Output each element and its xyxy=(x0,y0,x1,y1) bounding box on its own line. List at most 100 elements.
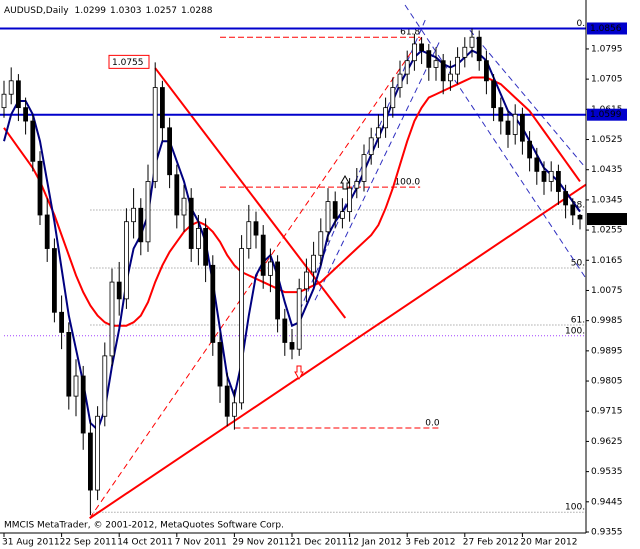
candle-body xyxy=(210,264,216,343)
candle-body xyxy=(541,170,547,182)
candle-body xyxy=(397,73,403,88)
chart-header: AUDUSD,Daily 1.0299 1.0303 1.0257 1.0288 xyxy=(4,6,213,16)
candle-body xyxy=(282,318,288,343)
candle-body xyxy=(491,80,497,109)
candle-body xyxy=(419,43,425,52)
candle-body xyxy=(325,201,331,233)
candle-body xyxy=(339,211,345,219)
y-tick-label: 0.9895 xyxy=(591,346,623,356)
candle-body xyxy=(37,160,43,216)
y-tick-label: 0.9715 xyxy=(591,407,623,417)
y-tick-label: 1.0435 xyxy=(591,165,623,175)
candle-body xyxy=(15,80,21,109)
candle-body xyxy=(426,50,432,68)
footer: MMCIS MetaTrader, © 2001-2012, MetaQuote… xyxy=(4,521,284,531)
candle-body xyxy=(361,154,367,182)
candle-body xyxy=(253,221,259,236)
candle-body xyxy=(73,375,79,397)
trend-line xyxy=(469,29,586,170)
candle-body xyxy=(383,107,389,129)
y-tick-label: 1.0165 xyxy=(591,256,623,266)
candle-body xyxy=(455,56,461,75)
fib-label: 50.0 xyxy=(571,258,591,268)
symbol: AUDUSD,Daily xyxy=(4,6,69,16)
candle-body xyxy=(167,127,173,176)
candle-body xyxy=(1,93,7,109)
callout-label: 1.0755 xyxy=(112,58,144,68)
candle-body xyxy=(239,248,245,404)
candle-body xyxy=(30,120,36,162)
y-tick-label: 1.0345 xyxy=(591,195,623,205)
header-open: 1.0299 xyxy=(75,6,107,16)
candle-body xyxy=(375,127,381,139)
candle-body xyxy=(102,355,108,417)
candle-body xyxy=(563,191,568,206)
candle-body xyxy=(23,107,29,122)
candle-body xyxy=(116,281,122,300)
candle-body xyxy=(462,46,468,58)
x-tick-label: 7 Nov 2011 xyxy=(175,538,227,548)
x-tick-label: 20 Mar 2012 xyxy=(520,538,577,548)
candle-body xyxy=(159,87,165,129)
x-tick-label: 27 Feb 2012 xyxy=(463,538,519,548)
y-tick-label: 0.9805 xyxy=(591,377,623,387)
y-tick-label: 1.0255 xyxy=(591,226,623,236)
candle-body xyxy=(505,120,511,135)
candle-body xyxy=(483,60,489,82)
price-tag xyxy=(587,108,627,121)
candle-body xyxy=(267,261,273,276)
candle-body xyxy=(95,415,100,491)
fib-label: 100.0 xyxy=(565,326,591,336)
candle-body xyxy=(174,174,180,216)
candle-body xyxy=(347,187,353,213)
candle-body xyxy=(80,375,86,434)
x-tick-label: 12 Jan 2012 xyxy=(348,538,402,548)
price-tag-label: 1.0856 xyxy=(590,24,622,34)
fib-label: 61.8 xyxy=(400,28,420,38)
axes: 1.07951.07051.06151.05251.04351.03451.02… xyxy=(2,22,627,548)
candle-body xyxy=(404,60,410,75)
candle-body xyxy=(318,231,324,256)
candle-body xyxy=(246,221,252,249)
candle-body xyxy=(520,113,525,142)
plot-area: 61.8100.00.00.038.250.061.8100.0100.01.0… xyxy=(0,4,591,520)
candle-body xyxy=(66,332,72,397)
candle-body xyxy=(354,181,360,189)
candle-body xyxy=(109,281,115,357)
candle-body xyxy=(88,432,93,491)
candle-body xyxy=(52,248,57,313)
fib-label: 100.0 xyxy=(565,503,591,513)
header-close: 1.0288 xyxy=(181,6,213,16)
fib-label: 0.0 xyxy=(576,19,591,29)
callout-box xyxy=(108,54,150,69)
candle-body xyxy=(570,204,576,216)
candle-body xyxy=(390,87,396,109)
x-tick-label: 22 Sep 2011 xyxy=(60,538,117,548)
candle-body xyxy=(534,157,540,172)
y-tick-label: 0.9355 xyxy=(591,527,623,537)
candle-body xyxy=(275,261,281,320)
candle-body xyxy=(311,254,317,273)
candle-body xyxy=(231,402,237,417)
candle-body xyxy=(440,60,446,82)
moving-average xyxy=(3,49,581,432)
candle-body xyxy=(476,36,482,62)
candle-body xyxy=(332,201,338,219)
candle-body xyxy=(59,311,64,333)
y-tick-label: 1.0075 xyxy=(591,286,623,296)
candle-body xyxy=(577,214,583,220)
y-tick-label: 0.9535 xyxy=(591,467,623,477)
candle-body xyxy=(44,214,50,249)
y-tick-label: 1.0525 xyxy=(591,135,623,145)
up-arrow xyxy=(340,174,350,190)
candle-body xyxy=(131,207,137,223)
candle-body xyxy=(303,271,309,290)
candle-body xyxy=(217,342,223,387)
candle-body xyxy=(124,221,129,300)
y-tick-label: 1.0705 xyxy=(591,75,623,85)
trend-line xyxy=(89,183,586,520)
fib-label: 38.2 xyxy=(571,200,591,210)
current-price-tag xyxy=(587,213,627,226)
